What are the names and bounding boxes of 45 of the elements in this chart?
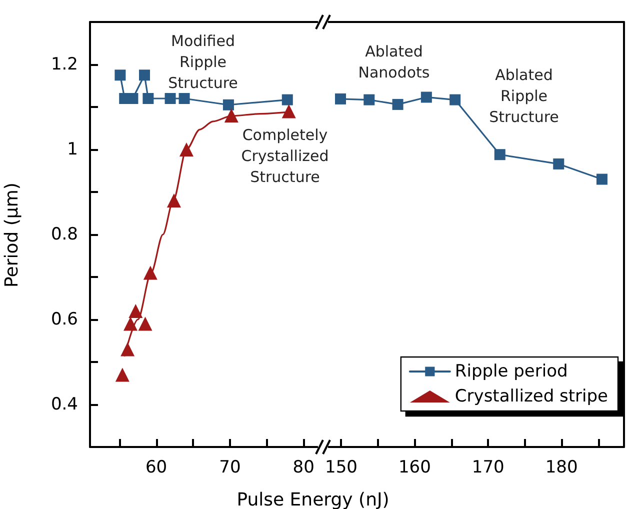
point (142, 93, 154, 104)
annotation: Ablated Ripple Structure (489, 66, 559, 126)
y-tick-label: 1.2 (50, 54, 78, 74)
x-tick-label: 180 (545, 458, 578, 478)
point (494, 149, 506, 160)
annotation: Modified Ripple Structure (168, 32, 238, 92)
point (124, 316, 138, 331)
x-tick-label: 80 (292, 458, 314, 478)
point (553, 158, 564, 170)
point (179, 142, 194, 156)
y-tick-label: 0.8 (50, 224, 78, 244)
point (139, 70, 150, 81)
point (120, 342, 135, 356)
point (178, 93, 190, 104)
point (115, 368, 130, 382)
point (166, 194, 181, 208)
point (138, 316, 152, 331)
point (450, 94, 461, 106)
point (392, 98, 404, 110)
point (224, 108, 238, 122)
point (222, 99, 234, 110)
point (364, 94, 375, 106)
y-tick-label: 0.4 (50, 394, 78, 414)
annotation: Completely Crystallized Structure (241, 126, 329, 186)
point (282, 104, 296, 118)
y-tick-label: 1 (67, 140, 78, 160)
x-tick-label: 70 (219, 458, 241, 478)
point (596, 174, 608, 185)
annotation: Ablated Nanodots (358, 42, 430, 82)
x-tick-label: 60 (145, 458, 168, 478)
legend-label: Ripple period (454, 362, 568, 382)
point (334, 93, 346, 104)
point (282, 94, 293, 106)
x-tick-label: 150 (324, 458, 358, 478)
point (420, 92, 432, 103)
x-tick-label: 170 (472, 458, 504, 478)
legend-label: Crystallized stripe (454, 386, 608, 406)
x-axis-title: Pulse Energy (nJ) (236, 490, 390, 509)
y-tick-label: 0.6 (50, 310, 78, 330)
x-tick-label: 160 (398, 458, 431, 478)
point (114, 70, 126, 81)
y-axis-title: Period (µm) (2, 182, 22, 288)
point (128, 304, 143, 318)
point (143, 266, 158, 280)
point (164, 93, 176, 104)
